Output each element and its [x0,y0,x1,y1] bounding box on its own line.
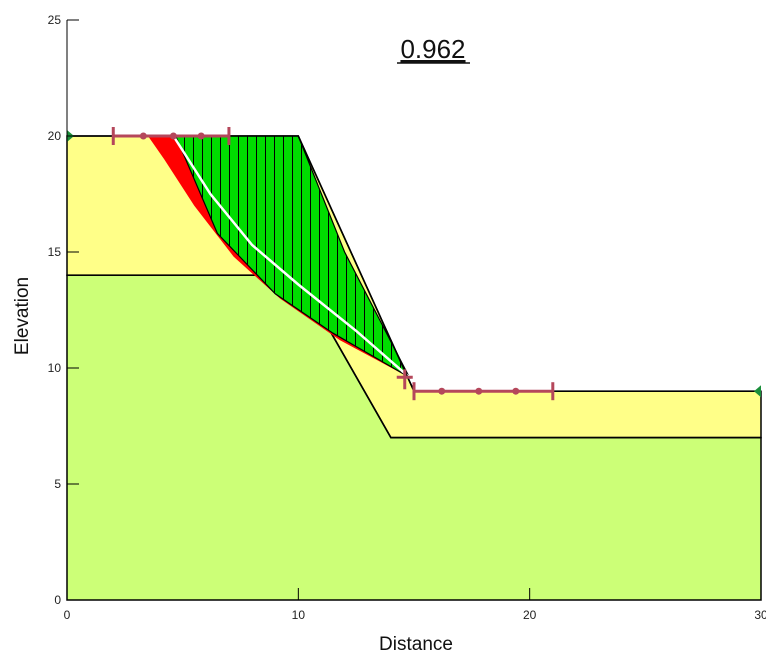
y-tick-label: 5 [54,477,61,491]
x-axis-title: Distance [379,634,453,655]
entry-point [197,132,205,140]
x-tick-label: 0 [64,608,71,622]
y-tick-label: 0 [54,593,61,607]
water-table-marker [754,385,761,398]
y-tick-label: 20 [48,129,62,143]
y-axis-title: Elevation [12,277,33,355]
x-tick-label: 10 [292,608,306,622]
soil-layers [66,135,762,601]
y-tick-label: 25 [48,13,62,27]
factor-of-safety-label: 0.962 [400,34,465,64]
entry-exit-markers [67,127,761,401]
critical-slip-surface [172,135,411,379]
exit-point [475,387,483,395]
sliding-mass-polygon [174,135,411,379]
exit-point [438,387,446,395]
exit-point [512,387,520,395]
y-tick-label: 15 [48,245,62,259]
layer-boundary [67,274,761,439]
axes: 0 10 20 30 0 5 10 15 20 25 [48,13,766,622]
entry-point [169,132,177,140]
y-tick-label: 10 [48,361,62,375]
entry-point [139,132,147,140]
x-tick-label: 20 [523,608,537,622]
x-tick-label: 30 [754,608,766,622]
sliding-mass [67,135,761,393]
